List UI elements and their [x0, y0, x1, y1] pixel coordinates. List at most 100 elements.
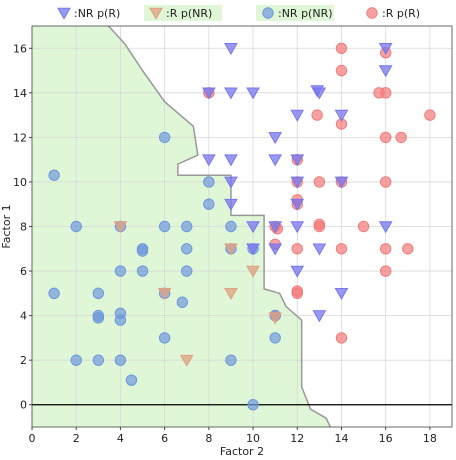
triangle-point	[334, 176, 349, 189]
triangle-point	[224, 42, 238, 55]
circle-point	[313, 218, 326, 230]
circle-point	[136, 265, 149, 277]
legend-marker	[262, 7, 274, 19]
triangle-point	[290, 221, 305, 234]
y-tick-label: 16	[13, 42, 27, 55]
y-tick-label: 8	[20, 221, 27, 234]
triangle-point	[224, 154, 238, 167]
triangle-point	[334, 109, 349, 122]
circle-point	[379, 131, 392, 144]
circle-point	[158, 131, 171, 144]
y-axis-label: Factor 1	[0, 204, 13, 248]
triangle-point	[246, 221, 260, 234]
circle-point	[181, 265, 193, 277]
circle-point	[379, 243, 392, 255]
triangle-point	[312, 310, 327, 323]
triangle-point	[268, 154, 283, 167]
triangle-point	[378, 42, 393, 55]
x-tick-label: 18	[423, 432, 437, 445]
legend-swatch-bg	[256, 5, 334, 21]
triangle-point	[268, 132, 283, 145]
triangle-point	[157, 288, 172, 301]
y-tick-label: 6	[20, 265, 27, 278]
y-tick-label: 0	[20, 399, 27, 412]
circle-point	[335, 243, 348, 255]
triangle-point	[290, 198, 305, 211]
circle-point	[181, 243, 193, 255]
circle-point	[48, 287, 60, 300]
y-tick-label: 2	[20, 354, 27, 367]
circle-point	[158, 332, 171, 344]
x-axis-label: Factor 2	[220, 445, 264, 458]
x-tick-label: 10	[246, 432, 260, 445]
series-1	[113, 221, 283, 367]
circle-point	[247, 399, 259, 411]
x-tick-label: 6	[161, 432, 168, 445]
legend-label: :R p(R)	[382, 7, 420, 20]
triangle-point	[224, 176, 238, 189]
triangle-point	[290, 154, 305, 167]
legend-marker	[366, 7, 378, 19]
circle-point	[225, 220, 237, 233]
triangle-point	[290, 109, 305, 122]
circle-point	[203, 176, 215, 188]
decision-boundary	[107, 26, 332, 427]
circle-point	[181, 220, 193, 233]
circle-point	[48, 169, 60, 181]
circle-point	[291, 285, 303, 297]
plot-area	[29, 25, 453, 430]
circle-point	[357, 220, 370, 233]
triangle-point	[378, 65, 393, 78]
triangle-point	[201, 154, 216, 167]
legend-marker	[57, 7, 71, 20]
circle-point	[70, 354, 82, 366]
circle-point	[269, 332, 281, 344]
circle-point	[313, 176, 326, 188]
legend: :NR p(R) :R p(NR) :NR p(NR) :R p(R)	[57, 5, 420, 21]
triangle-point	[268, 243, 283, 256]
circle-point	[125, 374, 138, 386]
circle-point	[424, 109, 436, 121]
legend-label: :NR p(R)	[74, 7, 120, 20]
circle-point	[335, 332, 348, 344]
circle-point	[92, 287, 105, 300]
circle-point	[379, 176, 392, 188]
circle-point	[291, 243, 303, 255]
triangle-point	[201, 87, 216, 100]
circle-point	[311, 109, 323, 121]
circle-point	[203, 198, 215, 210]
x-tick-label: 8	[205, 432, 212, 445]
triangle-point	[246, 87, 260, 100]
circle-point	[176, 296, 189, 308]
triangle-point	[246, 265, 260, 278]
legend-marker	[149, 7, 163, 20]
y-tick-label: 4	[20, 310, 27, 323]
legend-label: :R p(NR)	[166, 7, 212, 20]
triangle-point	[224, 243, 238, 256]
x-tick-label: 2	[73, 432, 80, 445]
circle-point	[379, 265, 392, 277]
circle-point	[395, 131, 407, 144]
circle-point	[136, 245, 149, 257]
circle-point	[402, 243, 414, 255]
circle-point	[158, 220, 171, 233]
circle-point	[335, 42, 348, 54]
y-tick-label: 12	[13, 131, 27, 144]
x-tick-label: 16	[379, 432, 393, 445]
triangle-point	[268, 312, 283, 325]
x-tick-label: 4	[117, 432, 124, 445]
y-tick-label: 10	[13, 176, 27, 189]
series-0	[201, 42, 393, 323]
triangle-point	[224, 288, 238, 301]
legend-swatch-bg	[144, 5, 222, 21]
circle-point	[225, 354, 237, 366]
triangle-point	[290, 176, 305, 189]
x-tick-label: 0	[29, 432, 36, 445]
circle-point	[379, 87, 392, 99]
circle-point	[92, 312, 105, 324]
y-tick-label: 14	[13, 87, 27, 100]
legend-label: :NR p(NR)	[278, 7, 333, 20]
triangle-point	[312, 243, 327, 256]
triangle-point	[113, 221, 128, 234]
